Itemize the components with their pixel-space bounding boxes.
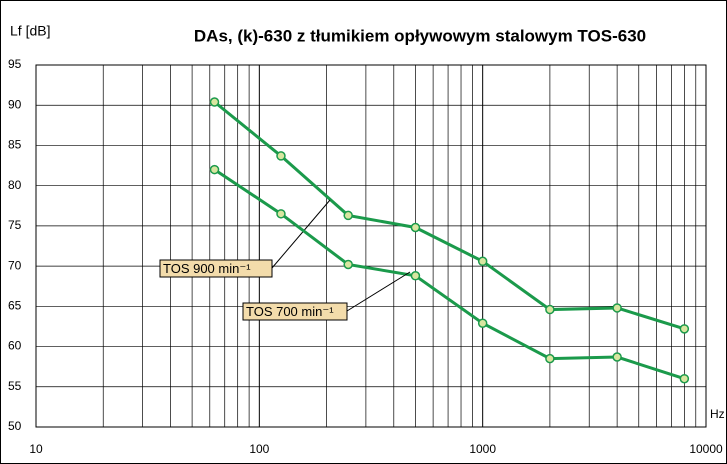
- marker: [343, 210, 353, 221]
- annotation-box: [242, 302, 348, 321]
- y-tick-label: 90: [8, 97, 22, 111]
- x-tick-label: 10000: [689, 442, 723, 456]
- y-tick-label: 65: [8, 299, 22, 313]
- y-axis-label: Lf [dB]: [10, 23, 50, 39]
- series-line: [213, 100, 685, 331]
- annotation-label: TOS 700 min⁻¹: [246, 304, 334, 319]
- marker: [612, 303, 622, 313]
- chart-title: DAs, (k)-630 z tłumikiem opływowym stalo…: [194, 26, 646, 45]
- plot-area: [35, 64, 707, 428]
- marker: [343, 259, 353, 270]
- x-tick-label: 100: [249, 442, 269, 456]
- marker: [410, 271, 421, 281]
- series-line: [213, 168, 685, 381]
- y-tick-label: 85: [8, 138, 22, 152]
- y-tick-label: 95: [8, 57, 22, 71]
- x-tick-label: 1000: [469, 442, 496, 456]
- marker: [545, 304, 555, 315]
- marker: [209, 97, 220, 107]
- annotation-label: TOS 900 min⁻¹: [163, 261, 251, 276]
- marker: [477, 256, 488, 267]
- marker: [209, 164, 220, 175]
- marker: [679, 373, 690, 384]
- y-tick-label: 60: [8, 339, 22, 353]
- leader-line: [346, 271, 411, 312]
- y-tick-label: 55: [8, 379, 22, 393]
- y-tick-label: 80: [8, 178, 22, 192]
- marker: [545, 353, 555, 364]
- marker: [410, 222, 421, 233]
- marker: [612, 352, 622, 362]
- marker: [477, 318, 488, 328]
- leader-line: [271, 199, 331, 269]
- marker: [276, 151, 286, 161]
- x-axis-label: Hz: [710, 407, 725, 421]
- marker: [276, 209, 286, 219]
- y-tick-label: 75: [8, 218, 22, 232]
- annotation-box: [159, 259, 273, 278]
- x-tick-label: 10: [29, 442, 43, 456]
- y-tick-label: 50: [8, 419, 22, 433]
- marker: [679, 324, 690, 334]
- y-tick-label: 70: [8, 258, 22, 272]
